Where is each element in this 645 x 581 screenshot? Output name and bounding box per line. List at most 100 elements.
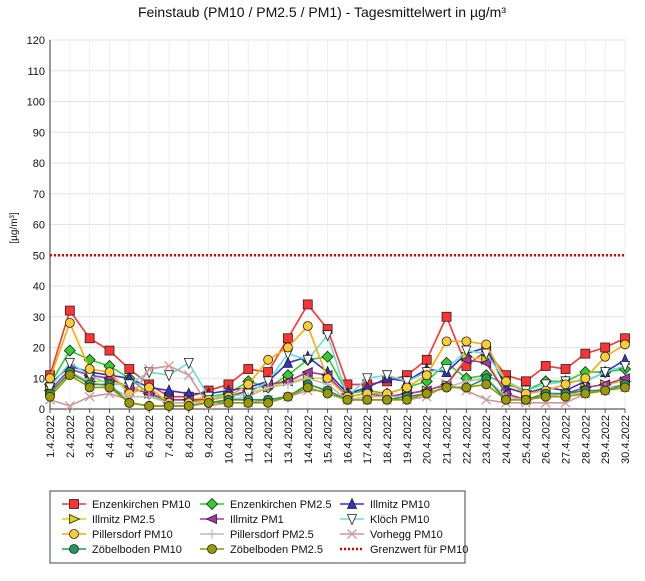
grid [49, 39, 626, 410]
data-point [64, 357, 75, 370]
data-point [104, 382, 115, 393]
x-tick-label: 12.4.2022 [263, 415, 275, 464]
legend-label: Grenzwert für PM10 [370, 544, 468, 556]
y-tick-label: 120 [27, 35, 45, 47]
series-10 [45, 370, 630, 411]
data-point [540, 391, 551, 402]
legend-label: Illmitz PM10 [370, 499, 430, 511]
legend-label: Illmitz PM2.5 [92, 514, 155, 526]
data-point [381, 370, 393, 382]
data-point [321, 350, 334, 363]
legend-item: Illmitz PM2.5 [62, 513, 155, 526]
data-point [84, 391, 95, 402]
data-point [600, 342, 611, 353]
x-tick-label: 25.4.2022 [521, 415, 533, 464]
legend-item: Illmitz PM10 [340, 497, 430, 511]
x-tick-label: 7.4.2022 [164, 415, 176, 458]
data-point [144, 382, 155, 393]
x-tick-label: 9.4.2022 [204, 415, 216, 458]
data-point [540, 361, 551, 371]
data-point [342, 394, 353, 405]
data-point [183, 357, 194, 370]
x-tick-label: 15.4.2022 [323, 415, 335, 464]
data-point [64, 317, 75, 328]
legend-marker [207, 529, 217, 539]
data-point [144, 392, 154, 402]
x-tick-label: 24.4.2022 [501, 415, 513, 464]
data-point [104, 367, 115, 378]
data-point [164, 401, 174, 411]
x-tick-label: 2.4.2022 [65, 415, 77, 458]
data-point [104, 345, 115, 356]
y-tick-label: 60 [33, 220, 45, 232]
legend-marker [205, 513, 217, 525]
x-tick-label: 27.4.2022 [561, 415, 573, 464]
x-tick-label: 14.4.2022 [303, 415, 315, 464]
data-point [283, 333, 293, 344]
data-point [560, 391, 571, 402]
legend-item: Grenzwert für PM10 [340, 544, 468, 556]
data-point [243, 379, 254, 390]
legend-marker [346, 497, 358, 509]
data-point [600, 367, 611, 379]
legend-label: Zöbelboden PM10 [92, 544, 182, 556]
x-tick-label: 29.4.2022 [600, 415, 612, 464]
data-point [362, 373, 373, 385]
axes: 0 10 20 30 40 50 60 70 80 90 100 110 120 1.4.2022 2.4.… [27, 35, 632, 464]
y-tick-label: 0 [39, 404, 45, 416]
data-point [322, 330, 333, 342]
x-tick-label: 10.4.2022 [223, 415, 235, 464]
legend-item: Zöbelboden PM10 [62, 544, 182, 556]
x-b [347, 529, 357, 539]
y-tick-label: 110 [27, 66, 45, 78]
data-point [283, 342, 293, 353]
data-point [620, 382, 630, 393]
legend-label: Illmitz PM1 [230, 514, 284, 526]
data-point [283, 391, 293, 402]
legend-marker [347, 529, 357, 539]
data-point [441, 364, 452, 376]
x-tick-label: 1.4.2022 [45, 415, 57, 458]
data-point [481, 339, 492, 350]
data-point [144, 364, 155, 374]
x-tick-label: 23.4.2022 [481, 415, 493, 464]
data-point [64, 370, 75, 381]
chart-title: Feinstaub (PM10 / PM2.5 / PM1) - Tagesmi… [138, 4, 506, 20]
legend-item: Vorhegg PM10 [340, 529, 443, 541]
y-tick-label: 40 [33, 281, 45, 293]
y-tick-label: 50 [33, 250, 45, 262]
data-point [441, 336, 452, 347]
data-point [282, 356, 294, 368]
data-point [481, 379, 492, 390]
legend-item: Klöch PM10 [340, 514, 429, 526]
data-point [401, 394, 412, 405]
data-point [459, 354, 472, 365]
legend-label: Enzenkirchen PM2.5 [230, 499, 332, 511]
data-point [501, 394, 511, 405]
data-point [441, 382, 452, 393]
legend-item: Pillersdorf PM10 [62, 529, 173, 541]
data-point [243, 397, 254, 408]
legend-marker [346, 514, 358, 526]
x-b [183, 370, 194, 381]
x-tick-label: 19.4.2022 [402, 415, 414, 464]
y-tick-label: 80 [33, 158, 45, 170]
data-point [580, 388, 591, 399]
y-tick-label: 70 [33, 189, 45, 201]
legend-marker [69, 513, 81, 525]
data-point [580, 373, 591, 384]
data-point [461, 382, 472, 393]
data-point [144, 401, 155, 411]
legend-marker [205, 497, 219, 511]
y-tick-label: 20 [33, 343, 45, 355]
data-point [164, 360, 174, 371]
data-point [124, 379, 135, 391]
legend-marker [207, 544, 217, 554]
data-point [203, 397, 214, 408]
legend-marker [69, 529, 79, 539]
data-point [560, 364, 571, 374]
legend-marker [69, 544, 79, 554]
data-point [302, 321, 313, 331]
data-point [600, 351, 611, 362]
